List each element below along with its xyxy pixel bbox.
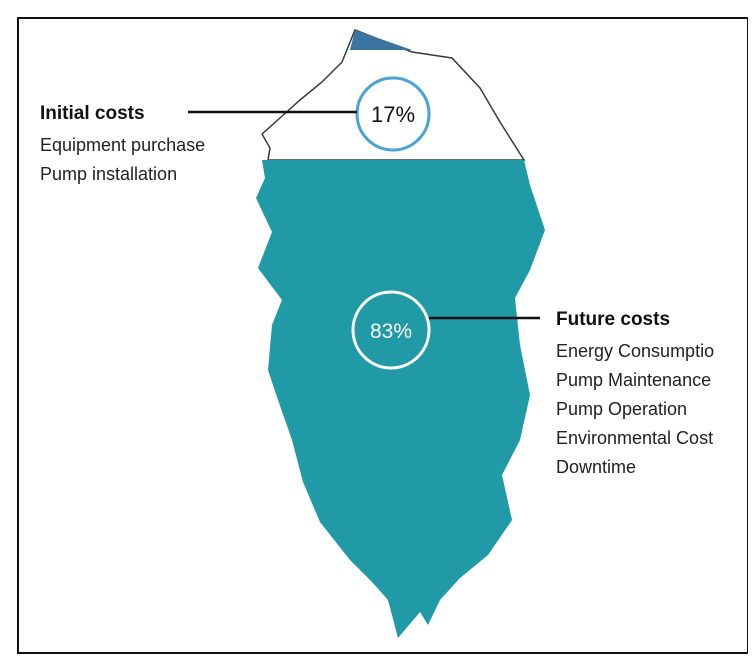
initial-cost-item: Equipment purchase [40,135,205,155]
future-cost-item: Downtime [556,457,636,477]
future-cost-item: Pump Operation [556,399,687,419]
future-percentage: 83% [370,320,412,343]
iceberg-above-water [261,29,526,161]
iceberg-tip [350,30,412,50]
initial-percentage: 17% [371,102,415,127]
future-cost-item: Environmental Cost [556,428,713,448]
future-cost-item: Pump Maintenance [556,370,711,390]
future-percentage-circle [351,290,431,370]
right-edge-mask [748,0,756,665]
future-costs-title: Future costs [556,309,670,330]
future-cost-item: Energy Consumptio [556,341,714,361]
initial-costs-title: Initial costs [40,103,145,124]
initial-cost-item: Pump installation [40,164,177,184]
initial-percentage-circle [355,76,431,152]
iceberg-below-water [256,160,545,638]
